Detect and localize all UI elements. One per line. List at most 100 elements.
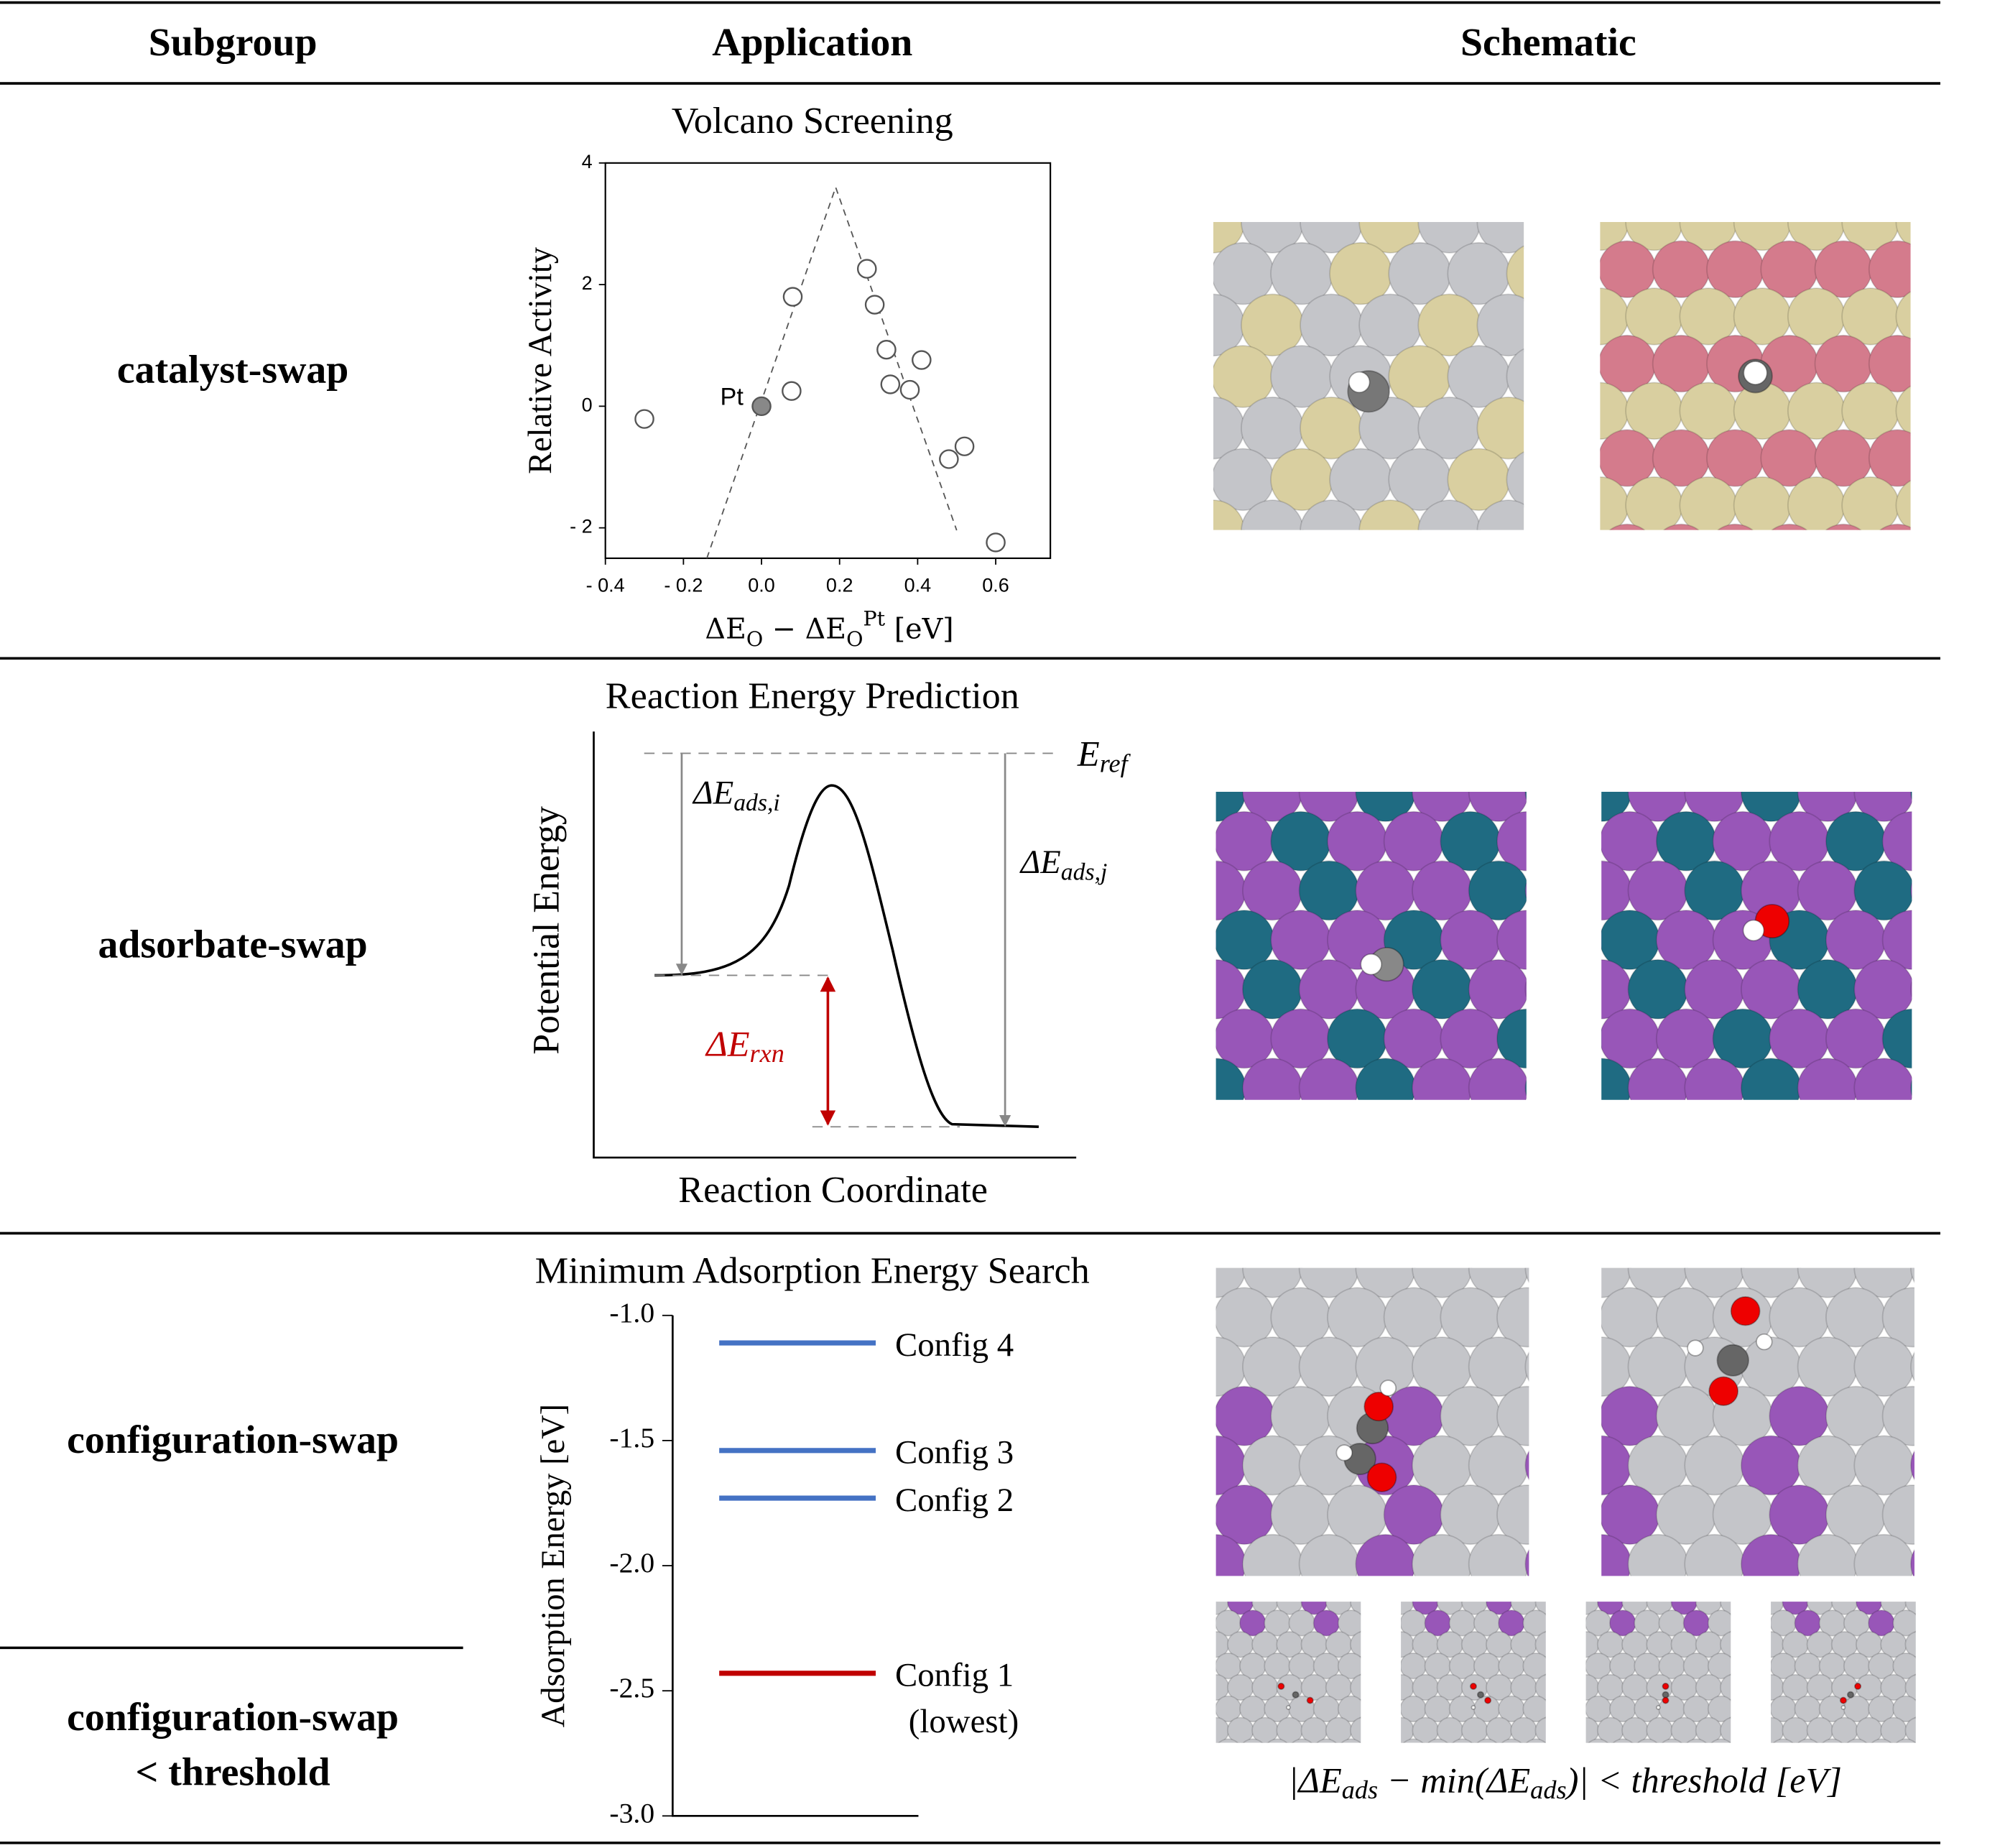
atom xyxy=(1363,1589,1389,1614)
energy-label-part: ads,j xyxy=(1061,859,1108,885)
atom xyxy=(1412,1058,1473,1100)
atom xyxy=(1627,1058,1689,1100)
atom xyxy=(1468,1267,1529,1298)
atom xyxy=(1401,1602,1415,1615)
atom xyxy=(1923,525,1980,581)
atom xyxy=(1895,479,1911,530)
atom xyxy=(1476,293,1524,357)
atom xyxy=(1267,1738,1288,1743)
atom xyxy=(1215,1660,1218,1672)
atom xyxy=(1601,1267,1632,1298)
atom xyxy=(1879,523,1911,530)
x-axis-label: Reaction Coordinate xyxy=(678,1170,988,1211)
x-axis-label: ΔEO − ΔEOPt [eV] xyxy=(705,606,953,650)
atom xyxy=(1325,1602,1353,1615)
energy-label-part: ref xyxy=(1100,749,1131,778)
atom xyxy=(1939,812,1999,871)
atom-schematic xyxy=(1130,792,1527,1100)
atom xyxy=(1547,1696,1573,1722)
atom xyxy=(1213,468,1216,491)
adsorbate-atom xyxy=(1469,1682,1478,1691)
energy-label: ΔErxn xyxy=(705,1023,784,1068)
atom xyxy=(1548,1632,1574,1658)
atom xyxy=(1496,1484,1529,1546)
atom xyxy=(1363,1610,1389,1636)
adsorbate-atom xyxy=(1730,1295,1761,1326)
point xyxy=(876,339,897,360)
energy-label: Eref xyxy=(1077,733,1131,777)
atom xyxy=(1534,1631,1546,1658)
atom-schematic xyxy=(1601,792,1999,1100)
atom xyxy=(1646,1602,1674,1615)
x-axis-label-part: ΔE xyxy=(705,613,746,646)
atom xyxy=(1548,1717,1574,1743)
atom xyxy=(1506,245,1524,302)
adsorbate-atom xyxy=(1335,1444,1353,1461)
atom xyxy=(1358,221,1422,254)
atom xyxy=(1896,1738,1916,1743)
atom xyxy=(1468,1058,1527,1100)
point xyxy=(634,409,654,429)
atom xyxy=(1881,1287,1914,1348)
atom xyxy=(1719,1674,1731,1701)
atom xyxy=(1506,451,1524,508)
atom xyxy=(1733,1610,1759,1636)
atom xyxy=(1585,1602,1600,1615)
point xyxy=(954,436,975,456)
atom xyxy=(1853,860,1912,921)
atom xyxy=(1787,221,1846,251)
y-axis-label: Relative Activity xyxy=(522,246,559,474)
point xyxy=(986,532,1006,553)
atom xyxy=(1910,880,1912,901)
atom xyxy=(1213,262,1216,285)
level-label: Config 2 xyxy=(895,1482,1014,1519)
atom xyxy=(1719,1602,1731,1615)
atom xyxy=(1401,1617,1402,1629)
atom xyxy=(1300,499,1363,530)
atom xyxy=(1600,447,1603,469)
atom xyxy=(1797,792,1858,822)
atom xyxy=(1601,830,1604,853)
atom xyxy=(1215,928,1218,951)
highlight-label: Pt xyxy=(721,384,744,411)
atom xyxy=(1719,1631,1731,1658)
adsorbate-atom xyxy=(1853,1682,1862,1691)
point xyxy=(856,259,877,279)
atom xyxy=(1300,221,1363,254)
atom xyxy=(1910,792,1912,802)
atom xyxy=(1534,1674,1546,1701)
atom xyxy=(1733,221,1792,251)
atom xyxy=(1460,1602,1488,1615)
energy-label-part: E xyxy=(1077,733,1100,773)
highlight-point xyxy=(751,396,772,417)
atom xyxy=(1468,792,1527,822)
atom xyxy=(1830,1602,1858,1615)
atom xyxy=(1412,1602,1440,1615)
atom xyxy=(1363,1717,1389,1743)
atom xyxy=(1337,1609,1361,1637)
atom xyxy=(1733,1696,1759,1722)
chart-title: Minimum Adsorption Energy Search xyxy=(535,1251,1090,1292)
diagram-title: Reaction Energy Prediction xyxy=(606,676,1019,717)
atom xyxy=(1740,1267,1802,1298)
atom xyxy=(1853,1058,1912,1100)
energy-label: ΔEads,i xyxy=(692,774,780,816)
atom xyxy=(1892,1695,1916,1723)
atom xyxy=(1496,810,1527,872)
atom xyxy=(1130,960,1190,1019)
atom xyxy=(1771,1660,1772,1672)
atom xyxy=(1506,348,1524,405)
atom xyxy=(1585,1617,1588,1629)
atom xyxy=(1881,1008,1912,1069)
atom xyxy=(1670,1602,1698,1615)
adsorbate-atom xyxy=(1742,919,1765,942)
atom xyxy=(1773,1738,1794,1743)
x-tick-label: 0.6 xyxy=(982,574,1009,596)
atom xyxy=(1868,429,1911,487)
atom xyxy=(1662,1738,1682,1743)
atom xyxy=(1215,792,1246,822)
atom xyxy=(1853,792,1912,822)
atom xyxy=(1130,1436,1190,1494)
atom xyxy=(1733,1632,1759,1658)
atom xyxy=(1190,1739,1216,1765)
